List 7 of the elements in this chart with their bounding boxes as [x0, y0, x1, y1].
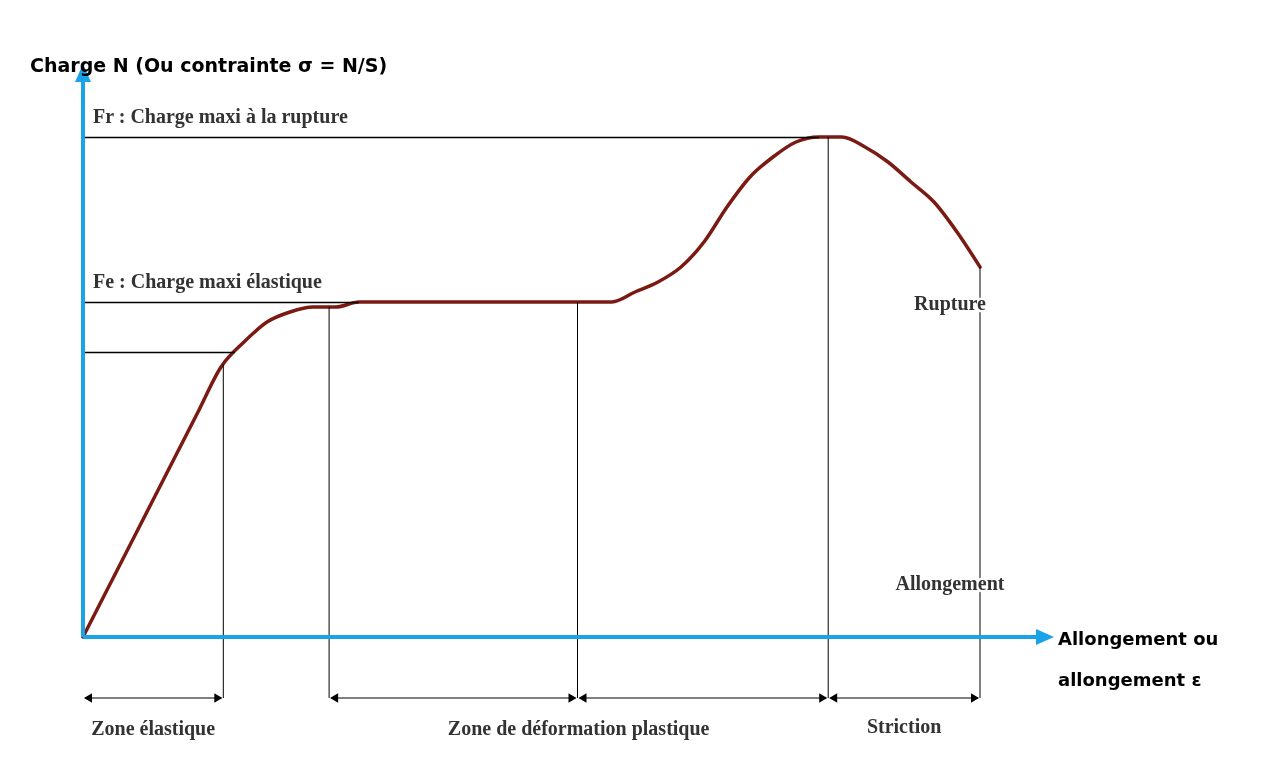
ref-line-label: Fr : Charge maxi à la rupture: [93, 105, 348, 128]
text: Zone de déformation plastique: [447, 717, 710, 740]
y-axis-title: Charge N (Ou contrainte σ = N/S): [30, 54, 388, 76]
x-axis-title: Allongement ou allongement ε: [1058, 628, 1219, 690]
text: Striction: [866, 715, 942, 737]
text: Zone élastique: [91, 717, 216, 740]
ref-line-label: Fe : Charge maxi élastique: [93, 270, 322, 293]
